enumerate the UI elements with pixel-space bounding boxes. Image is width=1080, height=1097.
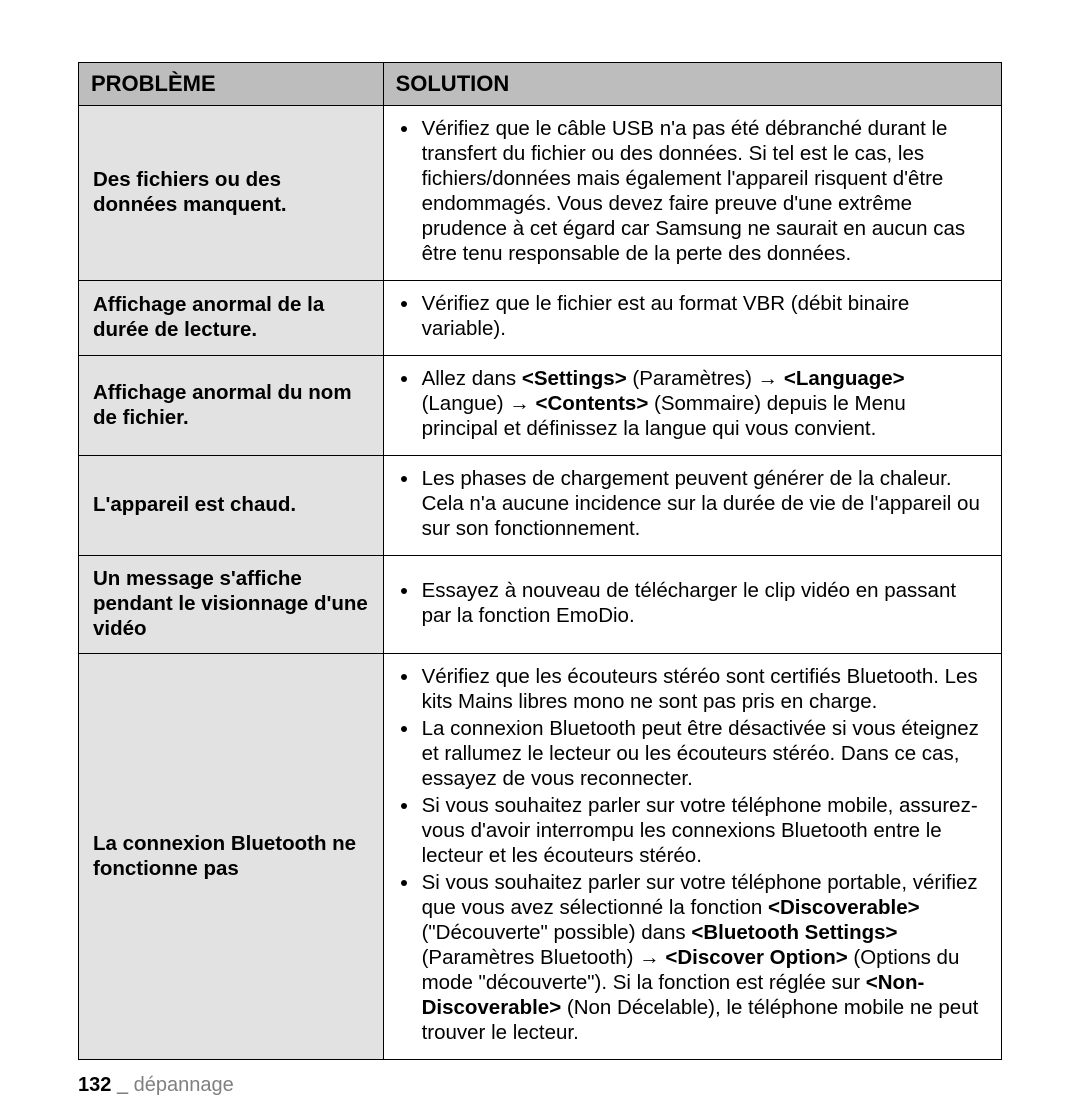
- solution-cell: Vérifiez que le câble USB n'a pas été dé…: [383, 106, 1001, 281]
- problem-cell: Un message s'affiche pendant le visionna…: [79, 556, 384, 654]
- solution-cell: Vérifiez que les écouteurs stéréo sont c…: [383, 654, 1001, 1060]
- problem-cell: Des fichiers ou des données manquent.: [79, 106, 384, 281]
- solution-cell: Les phases de chargement peuvent générer…: [383, 456, 1001, 556]
- problem-cell: Affichage anormal du nom de fichier.: [79, 356, 384, 456]
- solution-list: Vérifiez que les écouteurs stéréo sont c…: [398, 664, 987, 1045]
- solution-list: Les phases de chargement peuvent générer…: [398, 466, 987, 541]
- table-row: Des fichiers ou des données manquent. Vé…: [79, 106, 1002, 281]
- table-row: Affichage anormal du nom de fichier. All…: [79, 356, 1002, 456]
- troubleshooting-table: PROBLÈME SOLUTION Des fichiers ou des do…: [78, 62, 1002, 1060]
- problem-cell: Affichage anormal de la durée de lecture…: [79, 281, 384, 356]
- page-footer: 132 _ dépannage: [78, 1074, 1002, 1097]
- footer-section: dépannage: [134, 1074, 234, 1096]
- document-page: PROBLÈME SOLUTION Des fichiers ou des do…: [0, 0, 1080, 1080]
- problem-cell: L'appareil est chaud.: [79, 456, 384, 556]
- table-header-row: PROBLÈME SOLUTION: [79, 63, 1002, 106]
- problem-cell: La connexion Bluetooth ne fonctionne pas: [79, 654, 384, 1060]
- solution-list: Allez dans <Settings> (Paramètres) → <La…: [398, 366, 987, 441]
- solution-cell: Allez dans <Settings> (Paramètres) → <La…: [383, 356, 1001, 456]
- solution-bullet: Vérifiez que le fichier est au format VB…: [420, 291, 987, 341]
- table-row: L'appareil est chaud. Les phases de char…: [79, 456, 1002, 556]
- solution-cell: Essayez à nouveau de télécharger le clip…: [383, 556, 1001, 654]
- solution-bullet: Allez dans <Settings> (Paramètres) → <La…: [420, 366, 987, 441]
- solution-cell: Vérifiez que le fichier est au format VB…: [383, 281, 1001, 356]
- solution-list: Vérifiez que le câble USB n'a pas été dé…: [398, 116, 987, 266]
- solution-bullet: Si vous souhaitez parler sur votre télép…: [420, 870, 987, 1045]
- footer-separator: _: [117, 1074, 128, 1096]
- solution-list: Essayez à nouveau de télécharger le clip…: [398, 578, 987, 628]
- solution-bullet: Si vous souhaitez parler sur votre télép…: [420, 793, 987, 868]
- header-solution: SOLUTION: [383, 63, 1001, 106]
- table-row: Un message s'affiche pendant le visionna…: [79, 556, 1002, 654]
- header-problem: PROBLÈME: [79, 63, 384, 106]
- solution-bullet: Vérifiez que le câble USB n'a pas été dé…: [420, 116, 987, 266]
- solution-bullet: La connexion Bluetooth peut être désacti…: [420, 716, 987, 791]
- solution-bullet: Essayez à nouveau de télécharger le clip…: [420, 578, 987, 628]
- table-row: Affichage anormal de la durée de lecture…: [79, 281, 1002, 356]
- table-row: La connexion Bluetooth ne fonctionne pas…: [79, 654, 1002, 1060]
- solution-bullet: Vérifiez que les écouteurs stéréo sont c…: [420, 664, 987, 714]
- solution-bullet: Les phases de chargement peuvent générer…: [420, 466, 987, 541]
- solution-list: Vérifiez que le fichier est au format VB…: [398, 291, 987, 341]
- page-number: 132: [78, 1074, 111, 1096]
